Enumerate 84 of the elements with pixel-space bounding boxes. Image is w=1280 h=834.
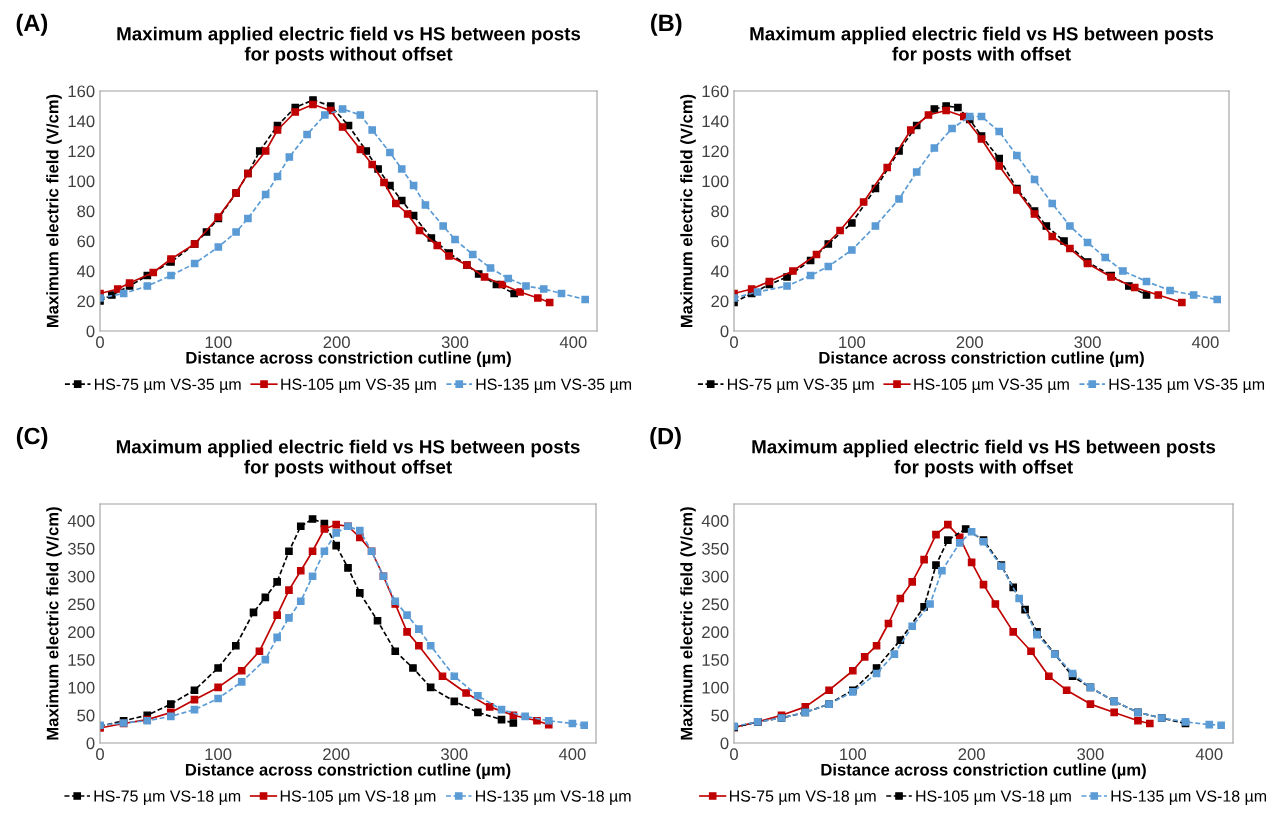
legend-label: HS-105 µm VS-18 µm: [916, 790, 1071, 805]
y-tick-label: 60: [77, 235, 95, 248]
x-tick-label: 0: [730, 336, 738, 349]
y-axis-title: Maximum electric field (V/cm): [680, 507, 696, 740]
chart-title: Maximum applied electric field vs HS between posts for posts with offset: [750, 26, 1214, 65]
chart-title: Maximum applied electric field vs HS between posts for posts without offset: [117, 26, 581, 65]
y-tick-label: 300: [67, 570, 95, 583]
legend-label: HS-135 µm VS-18 µm: [476, 790, 631, 805]
y-tick-label: 250: [702, 598, 729, 611]
legend-label: HS-75 µm VS-18 µm: [94, 790, 241, 805]
y-tick-label: 100: [68, 681, 95, 694]
x-tick-label: 0: [96, 336, 104, 349]
y-tick-label: 160: [702, 85, 729, 98]
x-tick-label: 100: [840, 748, 867, 761]
x-tick-label: 200: [323, 748, 350, 761]
text: (C): [16, 427, 48, 450]
y-tick-label: 40: [710, 265, 729, 278]
x-tick-label: 100: [839, 336, 866, 349]
y-axis-title: Maximum electric field (V/cm): [46, 94, 62, 328]
y-tick-label: 400: [67, 515, 95, 527]
y-tick-label: 100: [702, 175, 729, 188]
y-tick-label: 350: [701, 542, 729, 555]
x-tick-label: 400: [1195, 748, 1223, 761]
y-axis-title: Maximum electric field (V/cm): [680, 94, 696, 328]
y-tick-label: 350: [67, 542, 95, 555]
x-axis-title: Distance across constriction cutline (µm): [821, 763, 1146, 779]
legend-label: HS-75 µm VS-35 µm: [94, 378, 241, 394]
x-tick-label: 300: [441, 336, 469, 349]
legend-label: HS-75 µm VS-35 µm: [727, 378, 874, 394]
y-tick-label: 100: [68, 175, 95, 188]
y-tick-label: 0: [720, 325, 729, 338]
y-tick-label: 60: [711, 235, 729, 248]
y-tick-label: 120: [702, 145, 729, 158]
y-tick-label: 400: [701, 515, 729, 527]
x-axis-title: Distance across constriction cutline (µm): [819, 351, 1144, 367]
y-tick-label: 20: [77, 295, 95, 308]
x-tick-label: 200: [958, 748, 985, 761]
x-tick-label: 0: [96, 748, 104, 761]
x-tick-label: 400: [1191, 336, 1219, 349]
y-tick-label: 140: [702, 115, 729, 128]
chart-title: Maximum applied electric field vs HS between posts for posts with offset: [752, 439, 1216, 478]
y-tick-label: 120: [68, 145, 95, 158]
x-tick-label: 200: [956, 336, 983, 349]
y-tick-label: 250: [68, 598, 95, 611]
x-tick-label: 400: [558, 748, 586, 761]
y-tick-label: 140: [68, 115, 95, 128]
legend-label: HS-105 µm VS-35 µm: [914, 378, 1069, 394]
legend-label: HS-135 µm VS-35 µm: [476, 378, 632, 394]
y-tick-label: 40: [76, 265, 95, 278]
y-tick-label: 0: [86, 737, 95, 750]
x-tick-label: 200: [323, 336, 350, 349]
y-tick-label: 160: [68, 85, 95, 98]
x-tick-label: 400: [559, 336, 587, 349]
x-tick-label: 100: [205, 748, 232, 761]
y-tick-label: 80: [711, 205, 729, 218]
x-tick-label: 300: [441, 748, 468, 761]
y-tick-label: 100: [702, 681, 729, 694]
y-tick-label: 150: [68, 654, 95, 666]
y-tick-label: 200: [702, 626, 729, 639]
y-tick-label: 20: [711, 295, 729, 308]
y-tick-label: 0: [86, 325, 95, 338]
y-axis-title: Maximum electric field (V/cm): [46, 507, 62, 740]
text: (D): [650, 427, 681, 450]
y-tick-label: 200: [68, 626, 95, 639]
legend-label: HS-135 µm VS-18 µm: [1111, 790, 1267, 805]
text: (A): [16, 13, 48, 36]
x-axis-title: Distance across constriction cutline (µm): [186, 351, 511, 367]
y-tick-label: 80: [77, 205, 95, 218]
x-tick-label: 0: [730, 748, 738, 761]
legend-label: HS-105 µm VS-35 µm: [281, 378, 436, 394]
chart-title: Maximum applied electric field vs HS between posts for posts without offset: [116, 439, 580, 478]
y-tick-label: 50: [77, 709, 95, 722]
y-tick-label: 50: [711, 709, 729, 722]
y-tick-label: 150: [702, 654, 729, 666]
x-tick-label: 300: [1077, 748, 1104, 761]
legend-label: HS-135 µm VS-35 µm: [1109, 378, 1265, 394]
text: (B): [651, 13, 682, 36]
x-tick-label: 300: [1074, 336, 1101, 349]
legend-label: HS-75 µm VS-18 µm: [729, 790, 876, 805]
y-tick-label: 300: [701, 570, 729, 583]
x-axis-title: Distance across constriction cutline (µm): [185, 763, 511, 779]
x-tick-label: 100: [205, 336, 232, 349]
y-tick-label: 0: [720, 737, 729, 750]
legend-label: HS-105 µm VS-18 µm: [280, 790, 436, 805]
